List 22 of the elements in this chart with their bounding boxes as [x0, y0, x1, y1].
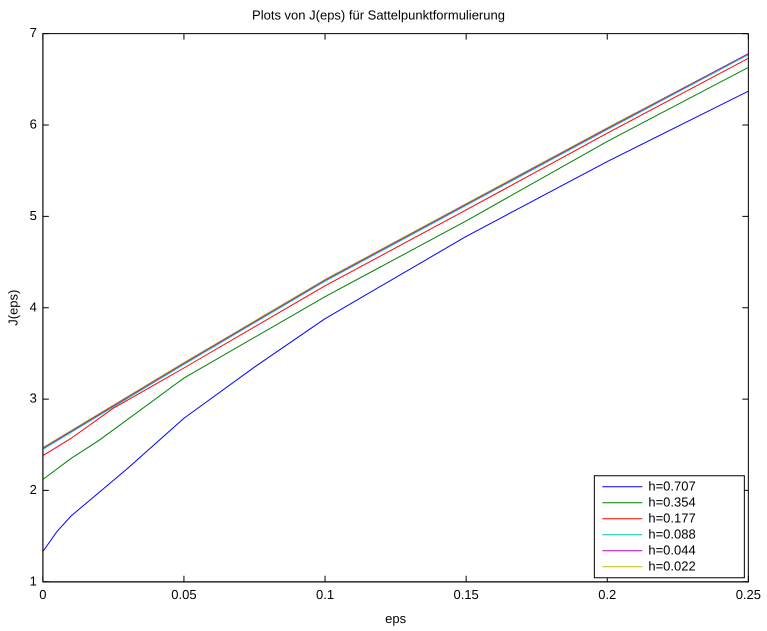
y-tick-label: 2: [30, 482, 37, 498]
y-tick-label: 1: [30, 573, 37, 588]
legend-label: h=0.177: [648, 510, 696, 526]
y-tick-label: 7: [30, 25, 37, 40]
legend-label: h=0.022: [648, 558, 696, 574]
x-tick-label: 0: [39, 587, 46, 602]
x-axis-title: eps: [385, 610, 407, 626]
chart-title: Plots von J(eps) für Sattelpunktformulierung: [252, 7, 505, 22]
legend-label: h=0.088: [648, 526, 696, 542]
legend-label: h=0.707: [648, 478, 696, 494]
legend-label: h=0.044: [648, 542, 696, 558]
x-tick-label: 0.25: [736, 587, 762, 602]
x-tick-label: 0.05: [171, 587, 197, 602]
y-tick-label: 3: [30, 390, 37, 406]
x-tick-label: 0.2: [598, 587, 616, 602]
y-tick-label: 6: [30, 116, 37, 132]
x-tick-label: 0.15: [453, 587, 479, 602]
y-tick-label: 5: [30, 208, 37, 223]
y-axis-title: J(eps): [5, 290, 20, 326]
x-tick-label: 0.1: [316, 587, 334, 602]
legend-label: h=0.354: [648, 494, 696, 510]
y-tick-label: 4: [30, 299, 37, 314]
